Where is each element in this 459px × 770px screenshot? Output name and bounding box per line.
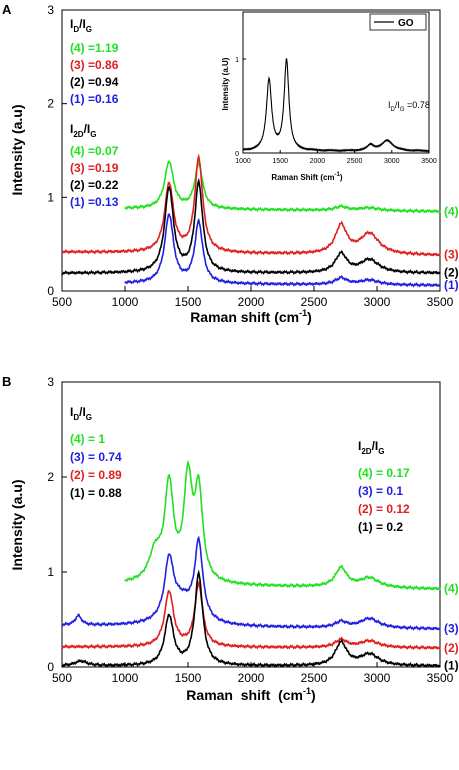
panel-a-series [61, 153, 441, 288]
panel-a-ticks: 500 1000 1500 2000 2500 3000 3500 0 1 2 3 [47, 3, 453, 309]
y-tick-label: 2 [47, 97, 54, 111]
ratio-title: ID/IG [70, 17, 92, 34]
series-label: (2) [444, 641, 459, 655]
panel-a-series-labels: (4) (3) (2)(1) [444, 204, 459, 292]
inset-y-axis-label: Intensity (a.U) [221, 57, 230, 110]
x-tick-label: 1000 [112, 671, 139, 685]
ratio-value: (1) = 0.88 [70, 486, 122, 500]
inset-y-tick-label: 1 [235, 57, 239, 64]
y-tick-label: 3 [47, 3, 54, 17]
x-tick-label: 2000 [238, 295, 265, 309]
panel-b-x-axis-label: Raman shift (cm-1) [186, 686, 315, 703]
ratio-value: (1) = 0.2 [358, 520, 403, 534]
ratio-value: (2) =0.94 [70, 75, 119, 89]
ratio-title: I2D/IG [70, 122, 96, 139]
ratio-value: (3) =0.86 [70, 58, 119, 72]
series-line-3 [61, 535, 441, 631]
x-tick-label: 500 [52, 671, 72, 685]
series-line-2 [61, 580, 441, 651]
inset-x-tick-label: 3500 [421, 158, 437, 165]
inset-x-tick-label: 2500 [347, 158, 363, 165]
inset-x-tick-label: 3000 [384, 158, 400, 165]
panel-a-letter: A [2, 2, 12, 17]
series-line-2 [61, 177, 441, 276]
x-tick-label: 3500 [427, 671, 454, 685]
series-label: (1) [444, 659, 459, 673]
x-tick-label: 2500 [301, 295, 328, 309]
series-label: (2) [444, 266, 459, 280]
panel-a-y-axis-label: Intensity (a.u) [9, 104, 25, 195]
ratio-value: (2) =0.22 [70, 178, 119, 192]
ratio-value: (2) = 0.12 [358, 502, 410, 516]
x-tick-label: 500 [52, 295, 72, 309]
series-label: (3) [444, 248, 459, 262]
series-line-1 [124, 213, 441, 288]
inset-frame [242, 11, 430, 154]
ratio-title: ID/IG [70, 405, 92, 422]
panel-b-series [61, 459, 441, 669]
ratio-value: (4) = 1 [70, 432, 105, 446]
panel-b: B 500 1000 1500 2000 2500 3000 3500 0 1 2 3 (4) (3)… [2, 374, 459, 703]
y-tick-label: 0 [47, 660, 54, 674]
inset-x-tick-label: 1000 [235, 158, 251, 165]
x-tick-label: 2500 [301, 671, 328, 685]
series-line-1 [61, 569, 441, 669]
inset-x-axis-label: Raman Shift (cm-1) [271, 172, 342, 182]
panel-a-ratio-annotations: ID/IG (4) =1.19 (3) =0.86 (2) =0.94 (1) =0.1… [70, 17, 119, 209]
inset-y-tick-label: 0 [235, 151, 239, 158]
panel-b-letter: B [2, 374, 11, 389]
ratio-value: (2) = 0.89 [70, 468, 122, 482]
panel-a-inset: 1000 1500 2000 2500 3000 3500 0 1 GO ID/IG =0.7… [221, 11, 437, 182]
series-label: (1) [444, 278, 459, 292]
x-tick-label: 2000 [238, 671, 265, 685]
ratio-value: (4) = 0.17 [358, 466, 410, 480]
panel-b-y-axis-label: Intensity (a.u) [9, 479, 25, 570]
panel-a: A 500 1000 1500 2000 2500 3000 3500 0 1 2 3 (4) (3)… [2, 2, 459, 325]
ratio-value: (3) =0.19 [70, 161, 119, 175]
inset-legend-box [369, 13, 427, 31]
ratio-title: I2D/IG [358, 439, 384, 456]
inset-series-line [242, 58, 430, 153]
y-tick-label: 3 [47, 375, 54, 389]
inset-x-tick-label: 1500 [272, 158, 288, 165]
series-label: (4) [444, 582, 459, 596]
x-tick-label: 1500 [175, 295, 202, 309]
inset-legend-label: GO [398, 18, 414, 29]
series-line-4 [124, 459, 441, 591]
inset-ratio: ID/IG =0.78 [388, 100, 430, 113]
y-tick-label: 1 [47, 565, 54, 579]
series-label: (3) [444, 622, 459, 636]
ratio-value: (3) = 0.1 [358, 484, 403, 498]
ratio-value: (4) =1.19 [70, 41, 119, 55]
inset-x-tick-label: 2000 [310, 158, 326, 165]
ratio-value: (1) =0.16 [70, 92, 119, 106]
inset-ticks: 1000 1500 2000 2500 3000 3500 0 1 [235, 57, 437, 165]
panel-b-ratio-annotations: ID/IG (4) = 1 (3) = 0.74 (2) = 0.89 (1) = 0.… [70, 405, 410, 534]
ratio-value: (4) =0.07 [70, 144, 119, 158]
series-label: (4) [444, 204, 459, 218]
y-tick-label: 2 [47, 470, 54, 484]
ratio-value: (1) =0.13 [70, 195, 119, 209]
x-tick-label: 3500 [427, 295, 454, 309]
series-line-4 [124, 160, 441, 214]
panel-b-series-labels: (4) (3) (2) (1) [444, 582, 459, 673]
panel-a-x-axis-label: Raman shift (cm-1) [190, 308, 312, 325]
y-tick-label: 1 [47, 190, 54, 204]
x-tick-label: 1500 [175, 671, 202, 685]
y-tick-label: 0 [47, 284, 54, 298]
panel-b-ticks: 500 1000 1500 2000 2500 3000 3500 0 1 2 3 [47, 375, 453, 685]
series-line-3 [61, 153, 441, 257]
inset-series [242, 58, 430, 153]
x-tick-label: 3000 [364, 671, 391, 685]
x-tick-label: 3000 [364, 295, 391, 309]
ratio-value: (3) = 0.74 [70, 450, 122, 464]
x-tick-label: 1000 [112, 295, 139, 309]
